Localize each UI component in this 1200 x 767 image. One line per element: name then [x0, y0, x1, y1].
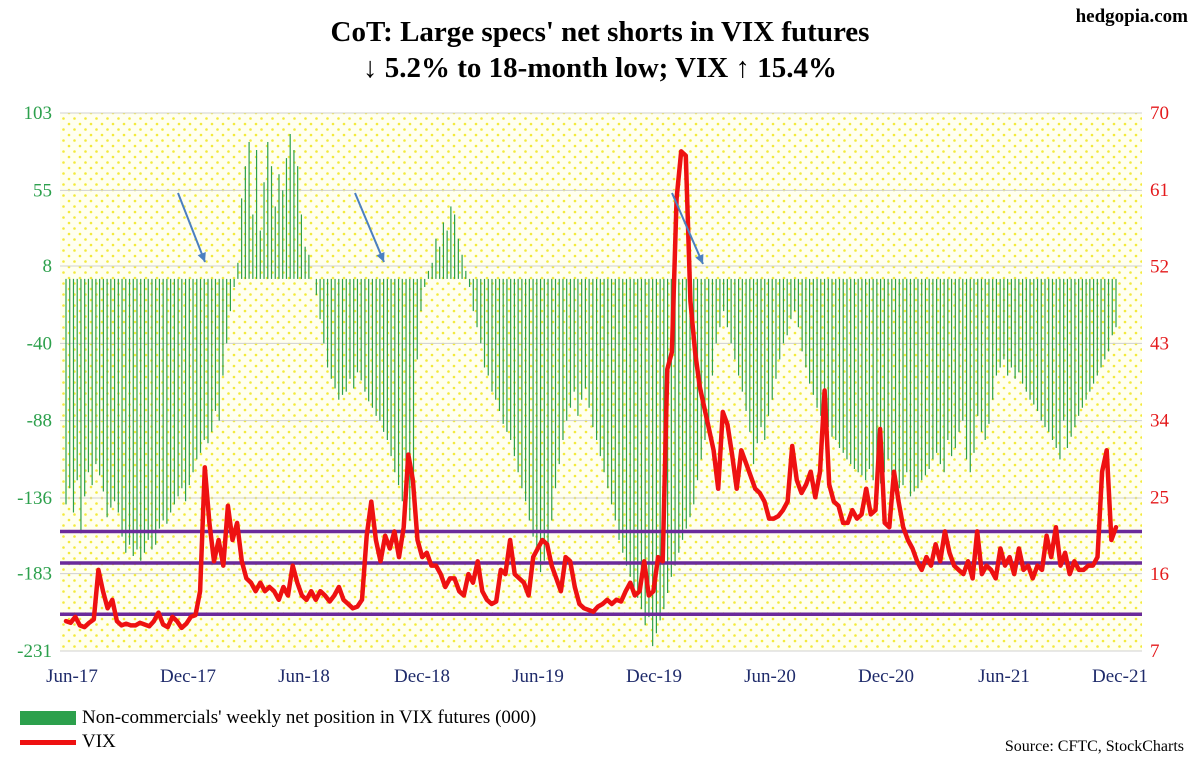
arrow-annotations [177, 192, 704, 265]
right-tick-label: 34 [1150, 410, 1170, 431]
x-tick-label: Dec-17 [160, 666, 216, 687]
chart-title: CoT: Large specs' net shorts in VIX futu… [330, 16, 870, 48]
arrow-shaft [177, 192, 206, 263]
source-note: Source: CFTC, StockCharts [1004, 738, 1184, 755]
left-tick-label: 8 [43, 256, 53, 277]
arrow-head [695, 254, 704, 264]
right-tick-label: 70 [1150, 103, 1169, 124]
left-tick-label: -231 [17, 641, 52, 662]
x-tick-label: Jun-18 [278, 666, 330, 687]
right-tick-label: 25 [1150, 487, 1169, 508]
x-tick-label: Jun-21 [978, 666, 1030, 687]
x-tick-label: Jun-20 [744, 666, 796, 687]
right-axis: 70 61 52 43 34 25 16 7 [1150, 103, 1170, 662]
legend-label-line: VIX [82, 731, 116, 752]
arrow-shaft [671, 192, 704, 265]
left-tick-label: 55 [33, 180, 52, 201]
legend-swatch-green [20, 711, 76, 725]
x-tick-label: Dec-19 [626, 666, 682, 687]
right-tick-label: 7 [1150, 641, 1160, 662]
right-tick-label: 43 [1150, 334, 1169, 355]
x-tick-label: Dec-18 [394, 666, 450, 687]
left-tick-label: -136 [17, 488, 52, 509]
arrow-shaft [354, 192, 385, 263]
right-tick-label: 52 [1150, 257, 1169, 278]
left-tick-label: -88 [27, 411, 52, 432]
legend-swatch-red [20, 739, 76, 745]
chart-subtitle: ↓ 5.2% to 18-month low; VIX ↑ 15.4% [363, 52, 837, 84]
x-tick-label: Jun-17 [46, 666, 98, 687]
x-axis: Jun-17 Dec-17 Jun-18 Dec-18 Jun-19 Dec-19 Jun-… [46, 666, 1148, 687]
legend-item-line: VIX [20, 731, 116, 753]
x-tick-label: Dec-21 [1092, 666, 1148, 687]
right-tick-label: 16 [1150, 564, 1169, 585]
legend-item-bars: Non-commercials' weekly net position in … [20, 707, 536, 729]
left-tick-label: 103 [24, 103, 53, 124]
left-axis: 103 55 8 -40 -88 -136 -183 -231 [17, 103, 52, 662]
arrow-head [197, 252, 206, 262]
legend-label-bars: Non-commercials' weekly net position in … [82, 707, 537, 728]
vix-line-series [63, 149, 1119, 631]
x-tick-label: Jun-19 [512, 666, 564, 687]
brand-watermark: hedgopia.com [1075, 6, 1188, 27]
arrow-head [376, 252, 385, 262]
left-tick-label: -183 [17, 564, 52, 585]
right-tick-label: 61 [1150, 180, 1169, 201]
x-tick-label: Dec-20 [858, 666, 914, 687]
vix-line [63, 149, 1119, 631]
left-tick-label: -40 [27, 333, 52, 354]
